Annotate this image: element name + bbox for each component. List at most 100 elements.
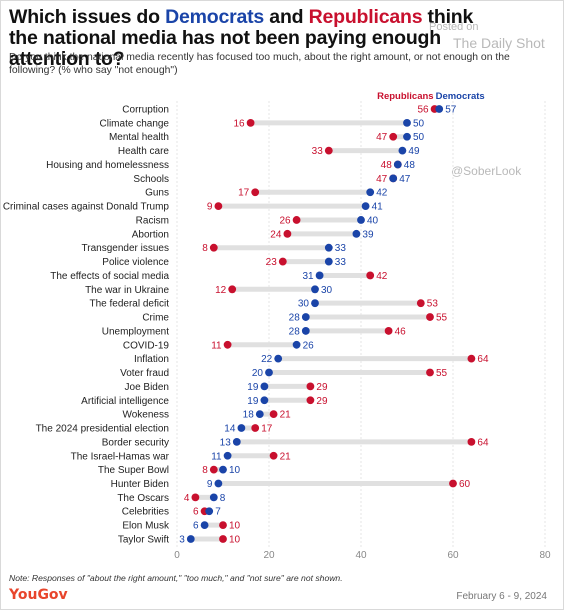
democrat-point bbox=[260, 396, 269, 405]
democrat-value-label: 8 bbox=[220, 493, 226, 504]
watermark-source: The Daily Shot bbox=[453, 35, 545, 51]
democrat-point bbox=[352, 229, 361, 238]
legend-democrats: Democrats bbox=[436, 91, 485, 102]
democrat-point bbox=[274, 354, 283, 363]
democrat-point bbox=[205, 507, 214, 516]
democrat-point bbox=[315, 271, 324, 280]
republican-value-label: 60 bbox=[459, 479, 471, 490]
democrat-point bbox=[260, 382, 269, 391]
democrat-value-label: 30 bbox=[321, 285, 333, 296]
republican-value-label: 47 bbox=[376, 132, 388, 143]
republican-value-label: 29 bbox=[316, 396, 328, 407]
democrat-point bbox=[389, 174, 398, 183]
democrat-value-label: 3 bbox=[179, 534, 185, 545]
category-label: Voter fraud bbox=[120, 368, 169, 379]
democrat-point bbox=[255, 410, 264, 419]
republican-value-label: 24 bbox=[270, 229, 282, 240]
title-text: Which issues do bbox=[9, 6, 166, 28]
republican-point bbox=[416, 299, 425, 308]
democrat-value-label: 22 bbox=[261, 354, 273, 365]
republican-value-label: 6 bbox=[193, 507, 199, 518]
x-tick-label: 0 bbox=[174, 550, 180, 561]
category-label: Artificial intelligence bbox=[81, 396, 169, 407]
democrat-value-label: 49 bbox=[408, 146, 420, 157]
democrat-point bbox=[324, 257, 333, 266]
category-label: Border security bbox=[102, 437, 169, 448]
democrat-value-label: 30 bbox=[298, 299, 310, 310]
republican-value-label: 53 bbox=[427, 299, 439, 310]
democrat-value-label: 10 bbox=[229, 465, 241, 476]
republican-value-label: 48 bbox=[381, 160, 393, 171]
category-label: Criminal cases against Donald Trump bbox=[3, 202, 170, 213]
category-label: Transgender issues bbox=[82, 243, 169, 254]
x-tick-label: 80 bbox=[539, 550, 551, 561]
category-label: Housing and homelessness bbox=[46, 160, 169, 171]
watermark-handle: @SoberLook bbox=[451, 164, 522, 178]
category-label: Unemployment bbox=[102, 326, 169, 337]
democrat-point bbox=[200, 521, 209, 529]
republican-point bbox=[426, 313, 434, 321]
republican-point bbox=[214, 202, 223, 210]
republican-point bbox=[467, 354, 476, 363]
republican-value-label: 9 bbox=[207, 202, 213, 213]
republican-point bbox=[251, 188, 260, 197]
democrat-value-label: 9 bbox=[207, 479, 213, 490]
category-label: Racism bbox=[136, 215, 169, 226]
dumbbell-chart: 0 20 40 60 80 Republicans Democrats Corruption 5… bbox=[3, 91, 551, 561]
category-label: Joe Biden bbox=[125, 382, 169, 393]
democrat-point bbox=[223, 451, 232, 460]
democrat-value-label: 50 bbox=[413, 132, 425, 143]
democrat-point bbox=[403, 132, 411, 141]
republican-value-label: 11 bbox=[211, 340, 222, 351]
category-label: Guns bbox=[145, 188, 169, 199]
republican-point bbox=[228, 285, 237, 294]
category-label: COVID-19 bbox=[123, 340, 170, 351]
democrat-value-label: 19 bbox=[247, 382, 259, 393]
category-label: The federal deficit bbox=[90, 299, 170, 310]
watermark-posted: Posted on bbox=[429, 21, 479, 33]
republican-value-label: 21 bbox=[280, 451, 292, 462]
category-label: Corruption bbox=[122, 105, 169, 116]
democrat-value-label: 6 bbox=[193, 521, 199, 532]
category-label: The Israel-Hamas war bbox=[71, 451, 170, 462]
title-text: and bbox=[264, 6, 309, 28]
democrat-point bbox=[265, 368, 273, 377]
category-label: The 2024 presidential election bbox=[36, 424, 169, 435]
democrat-point bbox=[398, 146, 407, 155]
republican-point bbox=[426, 368, 434, 377]
democrat-point bbox=[301, 327, 310, 335]
democrat-point bbox=[186, 535, 195, 543]
republican-point bbox=[269, 410, 278, 419]
republican-point bbox=[209, 465, 218, 474]
republican-value-label: 29 bbox=[316, 382, 328, 393]
republican-point bbox=[209, 243, 218, 252]
democrat-value-label: 26 bbox=[303, 340, 315, 351]
category-label: Taylor Swift bbox=[118, 534, 169, 545]
republican-value-label: 33 bbox=[312, 146, 324, 157]
category-label: Celebrities bbox=[122, 507, 169, 518]
republican-point bbox=[191, 493, 200, 502]
democrat-value-label: 7 bbox=[215, 507, 221, 518]
republican-value-label: 21 bbox=[280, 410, 292, 421]
democrat-value-label: 47 bbox=[399, 174, 411, 185]
title-democrats: Democrats bbox=[165, 6, 265, 28]
title-republicans: Republicans bbox=[308, 6, 423, 28]
republican-value-label: 10 bbox=[229, 521, 241, 532]
category-label: Hunter Biden bbox=[111, 479, 169, 490]
category-label: Climate change bbox=[100, 118, 170, 129]
democrat-value-label: 33 bbox=[335, 243, 347, 254]
title-text: think the national media has not been pa… bbox=[9, 6, 474, 70]
democrat-point bbox=[361, 202, 370, 210]
republican-point bbox=[467, 437, 476, 446]
legend-republicans: Republicans bbox=[377, 91, 434, 102]
republican-value-label: 12 bbox=[215, 285, 227, 296]
democrat-point bbox=[403, 118, 411, 127]
chart-title: Which issues do Democrats and Republican… bbox=[9, 7, 489, 70]
republican-point bbox=[251, 424, 260, 432]
x-tick-label: 20 bbox=[263, 550, 275, 561]
democrat-point bbox=[324, 243, 333, 252]
republican-value-label: 46 bbox=[395, 326, 407, 337]
democrat-value-label: 39 bbox=[362, 229, 374, 240]
democrat-value-label: 20 bbox=[252, 368, 264, 379]
